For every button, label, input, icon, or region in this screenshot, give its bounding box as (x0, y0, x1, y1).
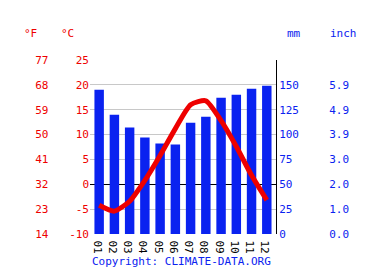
svg-text:inch: inch (330, 27, 357, 40)
svg-text:2.0: 2.0 (329, 178, 349, 191)
svg-text:50: 50 (35, 128, 48, 141)
svg-text:41: 41 (35, 153, 48, 166)
svg-text:59: 59 (35, 104, 48, 117)
svg-text:125: 125 (279, 104, 299, 117)
svg-text:03: 03 (121, 241, 134, 254)
svg-text:14: 14 (35, 228, 49, 241)
svg-text:02: 02 (106, 241, 119, 254)
svg-text:04: 04 (136, 241, 149, 255)
svg-text:07: 07 (182, 241, 195, 254)
svg-text:3.0: 3.0 (329, 153, 349, 166)
svg-text:06: 06 (167, 241, 180, 254)
svg-text:23: 23 (35, 203, 48, 216)
svg-text:77: 77 (35, 54, 48, 67)
svg-text:10: 10 (76, 128, 89, 141)
svg-text:Copyright: CLIMATE-DATA.ORG: Copyright: CLIMATE-DATA.ORG (92, 255, 271, 268)
svg-text:mm: mm (287, 27, 301, 40)
svg-text:08: 08 (197, 241, 210, 254)
svg-text:68: 68 (35, 79, 48, 92)
svg-text:50: 50 (279, 178, 292, 191)
svg-text:°C: °C (61, 27, 74, 40)
svg-text:5: 5 (82, 153, 89, 166)
svg-text:150: 150 (279, 79, 299, 92)
svg-text:0: 0 (82, 178, 89, 191)
svg-text:05: 05 (152, 241, 165, 254)
svg-text:01: 01 (91, 241, 104, 254)
svg-text:0: 0 (279, 228, 286, 241)
svg-text:75: 75 (279, 153, 292, 166)
svg-text:11: 11 (243, 241, 256, 254)
svg-text:5.9: 5.9 (329, 79, 349, 92)
svg-text:100: 100 (279, 128, 299, 141)
svg-text:20: 20 (76, 79, 89, 92)
svg-text:-10: -10 (69, 228, 89, 241)
svg-text:25: 25 (76, 54, 89, 67)
svg-text:15: 15 (76, 104, 89, 117)
svg-text:4.9: 4.9 (329, 104, 349, 117)
svg-text:0.0: 0.0 (329, 228, 349, 241)
svg-text:-5: -5 (76, 203, 89, 216)
svg-text:09: 09 (213, 241, 226, 254)
svg-text:1.0: 1.0 (329, 203, 349, 216)
svg-text:12: 12 (258, 241, 271, 254)
svg-text:10: 10 (228, 241, 241, 254)
svg-text:3.9: 3.9 (329, 128, 349, 141)
svg-text:25: 25 (279, 203, 292, 216)
svg-text:°F: °F (24, 27, 37, 40)
svg-text:32: 32 (35, 178, 48, 191)
